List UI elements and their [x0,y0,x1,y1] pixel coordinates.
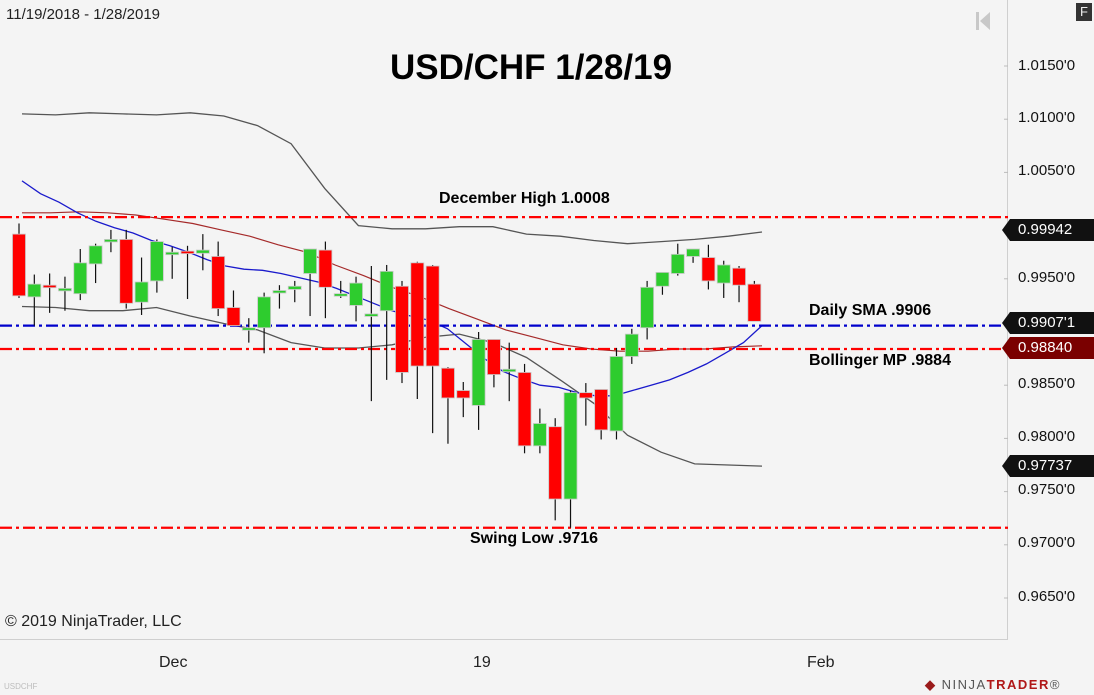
up-candle [379,270,394,312]
up-candle [655,272,670,287]
up-candle [287,285,302,290]
midline-price-tag: 0.98840 [1002,337,1094,359]
up-candle [609,356,624,432]
up-candle [88,245,103,265]
price-axis-label: 0.9950'0 [1018,269,1076,286]
up-candle [364,313,379,317]
up-candle [303,248,317,274]
daily-sma-annotation: Daily SMA .9906 [809,302,932,319]
up-candle [73,262,88,295]
down-candle [517,372,532,447]
up-candle [134,281,149,303]
ninjatrader-logo: ◆ NINJATRADER® [925,677,1061,693]
symbol-label: USDCHF [4,682,38,691]
jump-to-start-icon[interactable] [975,10,991,32]
bollinger-upper-line [21,112,763,245]
down-candle [42,284,57,289]
down-candle [456,390,471,399]
down-candle [548,426,563,500]
logo-suffix: TRADER [986,677,1050,692]
down-candle [119,239,134,304]
price-axis-label: 0.9850'0 [1018,375,1076,392]
down-candle [226,307,241,327]
up-candle [624,333,639,357]
candlestick-chart[interactable] [0,0,1008,640]
bollinger-lower-line [21,305,763,467]
down-candle [578,392,593,399]
lower-band-price-tag: 0.97737 [1002,455,1094,477]
down-candle [747,283,762,322]
down-candle [12,233,26,297]
price-axis-label: 0.9700'0 [1018,534,1076,551]
price-axis-label: 0.9650'0 [1018,588,1076,605]
up-candle [716,264,731,284]
price-axis-label: 1.0150'0 [1018,57,1076,74]
up-candle [104,239,118,243]
time-axis-label: Feb [807,654,835,671]
up-candle [502,368,517,373]
down-candle [701,257,716,282]
up-candle [257,296,272,329]
down-candle [318,249,333,288]
logo-prefix: NINJA [941,677,987,692]
chart-title: USD/CHF 1/28/19 [390,48,673,87]
up-candle [532,423,547,447]
down-candle [441,367,455,399]
down-candle [732,267,746,286]
up-candle [149,241,164,282]
december-high-annotation: December High 1.0008 [439,190,610,207]
sma-price-tag: 0.9907'1 [1002,312,1094,334]
up-candle [333,293,348,297]
down-candle [425,265,440,367]
f-button[interactable]: F [1076,3,1092,21]
down-candle [410,262,425,367]
down-candle [487,339,501,375]
up-candle [195,249,210,254]
ninjatrader-logo-icon: ◆ [925,677,942,692]
price-axis-label: 1.0050'0 [1018,162,1076,179]
up-candle [640,286,655,329]
bollinger-mp-annotation: Bollinger MP .9884 [809,352,951,369]
copyright-text: © 2019 NinjaTrader, LLC [5,613,182,630]
up-candle [58,287,72,292]
up-candle [272,290,287,294]
up-candle [349,282,363,306]
swing-low-annotation: Swing Low .9716 [470,530,599,547]
up-candle [165,251,180,256]
date-range-label: 11/19/2018 - 1/28/2019 [6,6,161,23]
time-axis-label: 19 [473,654,491,671]
down-candle [395,285,409,373]
down-candle [594,389,609,431]
down-candle [211,256,226,309]
up-candle [27,283,42,298]
logo-mark: ® [1049,677,1061,692]
upper-band-price-tag: 0.99942 [1002,219,1094,241]
price-axis-label: 1.0100'0 [1018,109,1076,126]
price-axis-label: 0.9750'0 [1018,481,1076,498]
down-candle [180,250,195,255]
price-axis-label: 0.9800'0 [1018,428,1076,445]
up-candle [686,248,700,257]
up-candle [471,339,486,406]
up-candle [241,327,256,331]
up-candle [563,392,578,500]
up-candle [670,253,685,274]
time-axis-label: Dec [159,654,188,671]
